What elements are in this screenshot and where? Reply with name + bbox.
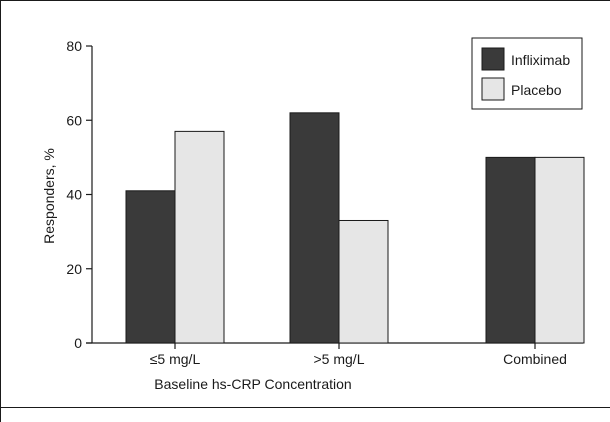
bar-infliximab-2 <box>289 112 340 344</box>
legend-label-placebo: Placebo <box>511 82 562 98</box>
y-tick-label: 40 <box>66 187 82 203</box>
legend-label-infliximab: Infliximab <box>511 52 570 68</box>
y-tick-label: 60 <box>66 112 82 128</box>
bar-infliximab-1 <box>125 190 176 344</box>
y-tick-label: 0 <box>74 335 82 351</box>
y-axis-label: Responders, % <box>41 148 57 244</box>
x-axis-label: Baseline hs-CRP Concentration <box>154 376 351 392</box>
bar-placebo-1 <box>174 130 225 344</box>
legend-swatch-infliximab <box>481 47 505 71</box>
bar-placebo-2 <box>338 219 389 344</box>
y-tick-label: 80 <box>66 38 82 54</box>
x-tick-label: >5 mg/L <box>314 351 365 367</box>
figure-bottom-rule <box>0 407 610 408</box>
legend: Infliximab Placebo <box>471 37 583 110</box>
bar-placebo-3 <box>534 156 585 344</box>
x-tick-label: Combined <box>503 351 567 367</box>
bars <box>125 112 585 344</box>
bar-infliximab-3 <box>485 156 536 344</box>
y-tick-label: 20 <box>66 261 82 277</box>
legend-swatch-placebo <box>481 77 505 101</box>
x-tick-label: ≤5 mg/L <box>150 351 201 367</box>
